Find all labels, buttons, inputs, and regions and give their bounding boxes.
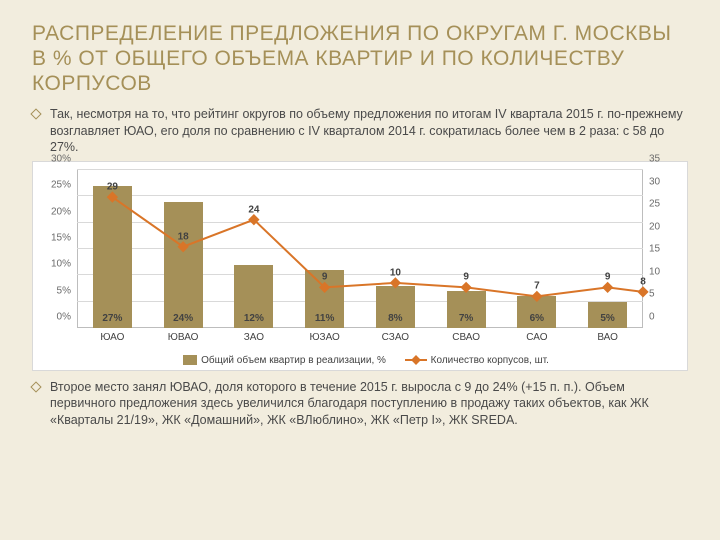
- x-category: ВАО: [597, 332, 618, 343]
- line-value-label: 7: [534, 281, 540, 292]
- bullet-2: Второе место занял ЮВАО, доля которого в…: [32, 379, 688, 428]
- line-series: [77, 170, 643, 328]
- x-category: САО: [526, 332, 547, 343]
- legend-bar-label: Общий объем квартир в реализации, %: [201, 355, 386, 366]
- right-tick: 5: [649, 289, 683, 300]
- left-tick: 30%: [37, 154, 71, 165]
- left-tick: 25%: [37, 180, 71, 191]
- line-value-label: 18: [178, 231, 189, 242]
- right-tick: 10: [649, 266, 683, 277]
- left-tick: 20%: [37, 206, 71, 217]
- slide-title: РАСПРЕДЕЛЕНИЕ ПРЕДЛОЖЕНИЯ ПО ОКРУГАМ Г. …: [32, 22, 688, 96]
- left-tick: 10%: [37, 259, 71, 270]
- left-tick: 5%: [37, 285, 71, 296]
- x-category: СЗАО: [382, 332, 409, 343]
- left-tick: 15%: [37, 233, 71, 244]
- line-value-label: 29: [107, 182, 118, 193]
- left-tick: 0%: [37, 312, 71, 323]
- legend-line-label: Количество корпусов, шт.: [431, 355, 549, 366]
- line-value-label: 9: [322, 272, 328, 283]
- line-value-label: 9: [605, 272, 611, 283]
- right-tick: 20: [649, 221, 683, 232]
- right-tick: 25: [649, 199, 683, 210]
- line-value-label: 9: [463, 272, 469, 283]
- right-tick: 0: [649, 312, 683, 323]
- line-value-label: 8: [640, 277, 646, 288]
- x-category: ЮАО: [100, 332, 124, 343]
- bullet-1: Так, несмотря на то, что рейтинг округов…: [32, 106, 688, 155]
- line-value-label: 24: [248, 204, 259, 215]
- line-value-label: 10: [390, 267, 401, 278]
- chart-legend: Общий объем квартир в реализации, % Коли…: [33, 355, 687, 366]
- chart-combo: 0%5%10%15%20%25%30% 05101520253035 27%ЮА…: [32, 161, 688, 371]
- x-category: СВАО: [452, 332, 480, 343]
- right-tick: 35: [649, 154, 683, 165]
- right-tick: 30: [649, 176, 683, 187]
- x-category: ЮВАО: [168, 332, 199, 343]
- x-category: ЮЗАО: [309, 332, 339, 343]
- x-category: ЗАО: [244, 332, 264, 343]
- right-tick: 15: [649, 244, 683, 255]
